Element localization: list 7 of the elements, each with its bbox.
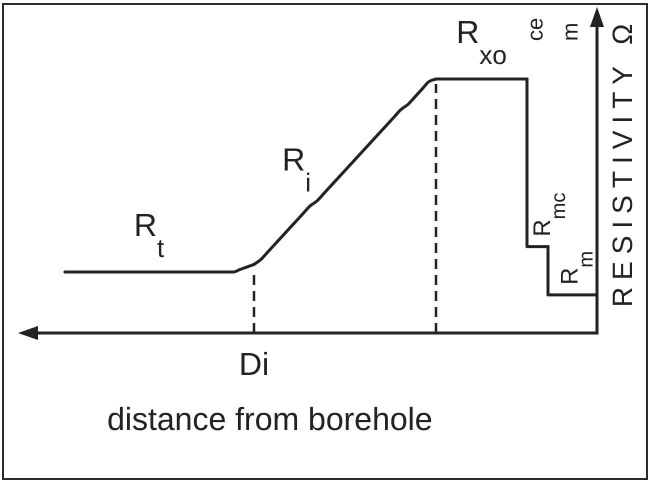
text: ce — [522, 18, 548, 41]
text: Rm — [556, 250, 598, 285]
text: Rmc — [529, 192, 570, 237]
text: m — [558, 22, 582, 41]
x-axis-title: distance from borehole — [107, 401, 433, 437]
text: Di — [238, 346, 270, 382]
y-axis-title: RESISTIVITY Ω — [607, 16, 638, 308]
